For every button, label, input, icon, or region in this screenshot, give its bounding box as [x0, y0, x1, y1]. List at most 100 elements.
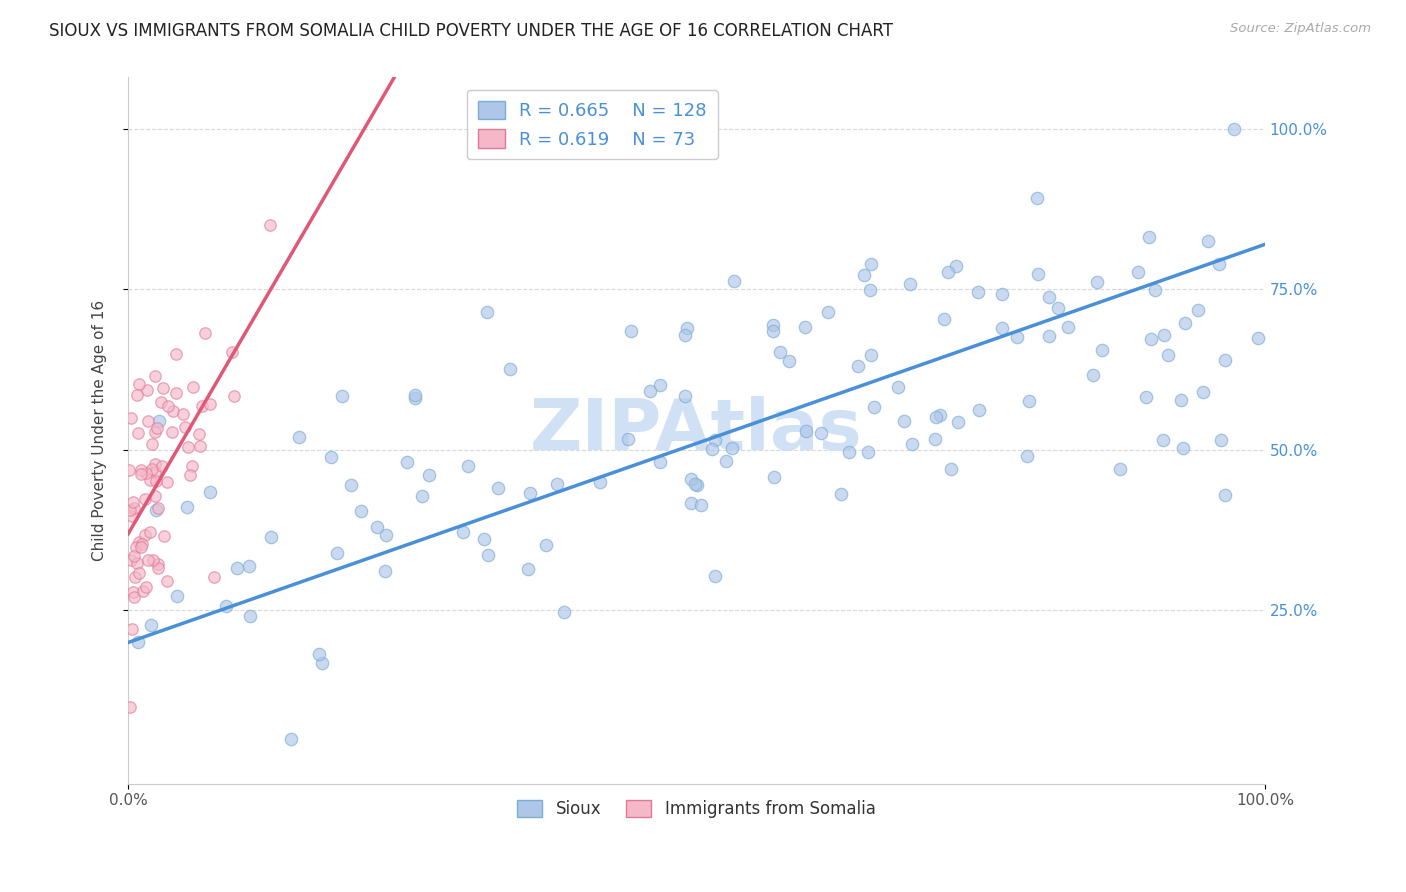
Point [967, 285, 990, 300]
Point [1038, 290, 1060, 304]
Point [703, 569, 725, 583]
Point [676, 321, 699, 335]
Point [152, 381, 174, 395]
Point [177, 440, 200, 454]
Point [127, 556, 149, 570]
Point [174, 420, 197, 434]
Point [1005, 330, 1028, 344]
Point [723, 274, 745, 288]
Point [148, 561, 170, 575]
Point [129, 540, 152, 554]
Point [1017, 449, 1039, 463]
Point [1091, 343, 1114, 358]
Point [198, 484, 221, 499]
Point [148, 414, 170, 428]
Point [681, 496, 703, 510]
Point [128, 566, 150, 580]
Point [1056, 319, 1078, 334]
Point [180, 459, 202, 474]
Point [141, 617, 163, 632]
Point [683, 476, 706, 491]
Point [122, 585, 145, 599]
Point [404, 391, 426, 405]
Point [226, 561, 249, 575]
Point [1085, 275, 1108, 289]
Point [122, 549, 145, 563]
Point [143, 457, 166, 471]
Point [143, 369, 166, 384]
Point [129, 462, 152, 476]
Point [1209, 433, 1232, 447]
Point [893, 414, 915, 428]
Point [122, 590, 145, 604]
Point [143, 490, 166, 504]
Point [690, 499, 713, 513]
Point [859, 257, 882, 271]
Point [156, 475, 179, 489]
Point [136, 553, 159, 567]
Point [936, 264, 959, 278]
Point [856, 445, 879, 459]
Point [946, 415, 969, 429]
Point [141, 462, 163, 476]
Point [762, 318, 785, 333]
Text: Source: ZipAtlas.com: Source: ZipAtlas.com [1230, 22, 1371, 36]
Point [1191, 384, 1213, 399]
Point [673, 328, 696, 343]
Point [122, 500, 145, 515]
Point [202, 570, 225, 584]
Point [1157, 348, 1180, 362]
Point [991, 287, 1014, 301]
Point [848, 359, 870, 374]
Point [945, 259, 967, 273]
Point [308, 647, 330, 661]
Point [1197, 235, 1219, 249]
Point [763, 470, 786, 484]
Point [129, 467, 152, 482]
Point [860, 348, 883, 362]
Point [1213, 352, 1236, 367]
Point [519, 486, 541, 500]
Point [1174, 316, 1197, 330]
Point [139, 525, 162, 540]
Point [617, 432, 640, 446]
Point [1173, 441, 1195, 455]
Point [703, 433, 725, 447]
Point [794, 320, 817, 334]
Point [640, 384, 662, 398]
Point [486, 481, 509, 495]
Point [900, 437, 922, 451]
Point [150, 459, 173, 474]
Point [457, 458, 479, 473]
Point [124, 569, 146, 583]
Point [1152, 434, 1174, 448]
Point [778, 354, 800, 368]
Point [127, 425, 149, 440]
Point [1047, 301, 1070, 316]
Point [853, 268, 876, 283]
Point [1018, 394, 1040, 409]
Point [472, 533, 495, 547]
Point [260, 531, 283, 545]
Point [499, 362, 522, 376]
Point [221, 345, 243, 359]
Point [810, 426, 832, 441]
Point [475, 304, 498, 318]
Point [145, 502, 167, 516]
Point [143, 465, 166, 479]
Point [898, 277, 921, 291]
Point [146, 501, 169, 516]
Point [1208, 257, 1230, 271]
Point [716, 454, 738, 468]
Point [121, 622, 143, 636]
Point [925, 410, 948, 425]
Point [969, 403, 991, 417]
Point [146, 558, 169, 572]
Point [817, 305, 839, 319]
Point [1247, 331, 1270, 345]
Point [142, 553, 165, 567]
Point [794, 425, 817, 439]
Point [191, 399, 214, 413]
Point [1081, 368, 1104, 383]
Point [149, 394, 172, 409]
